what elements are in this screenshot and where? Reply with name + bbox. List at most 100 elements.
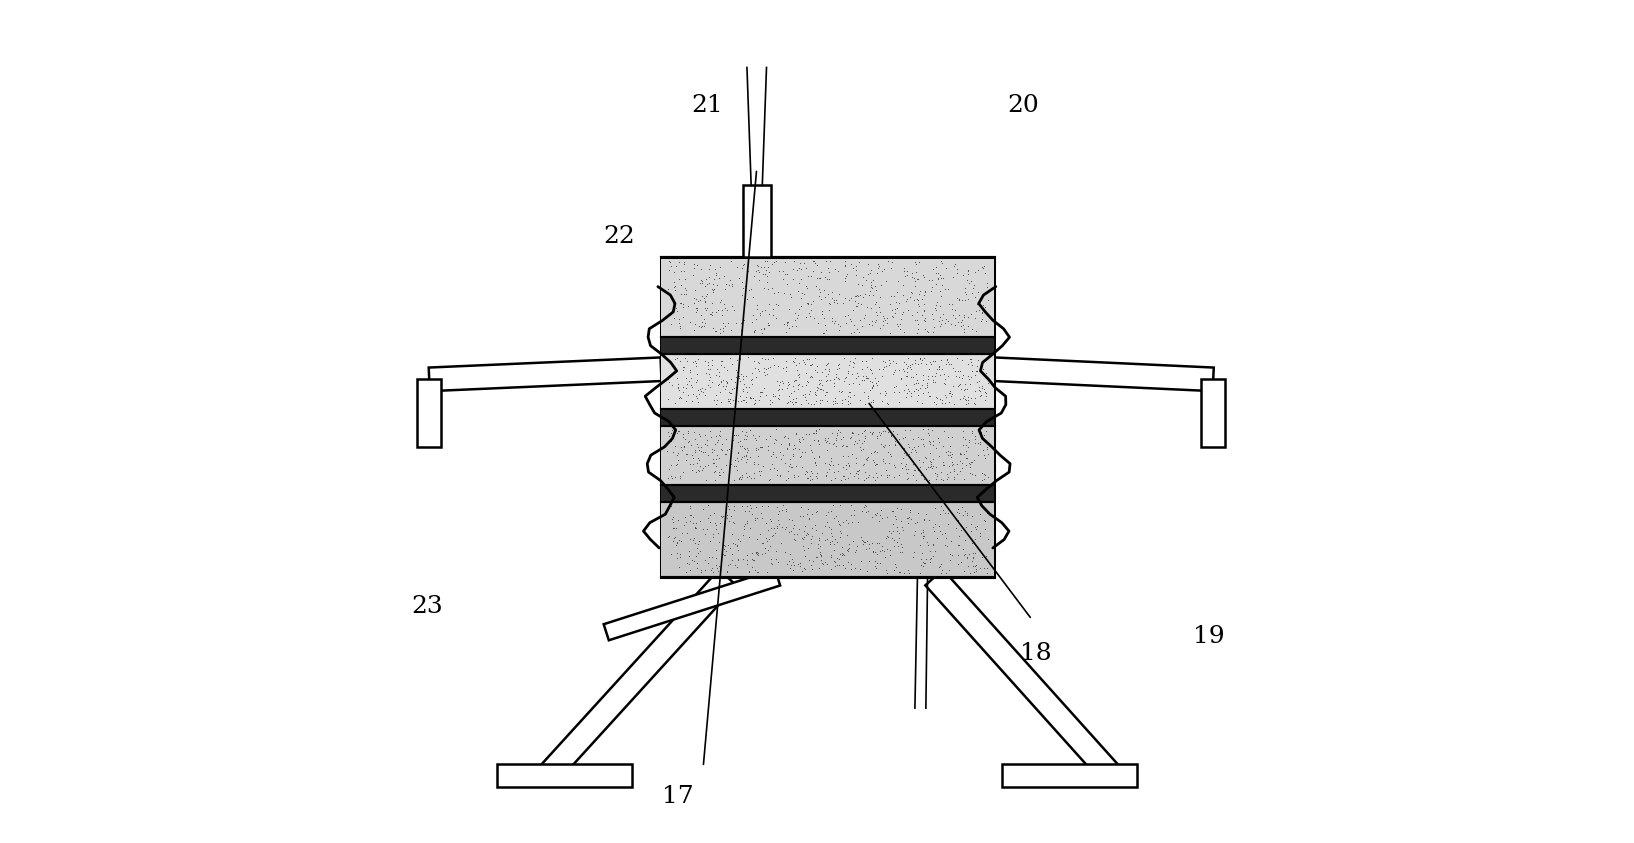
Point	[814, 271, 840, 285]
Point	[956, 435, 982, 448]
Point	[881, 368, 907, 381]
Point	[953, 504, 979, 518]
Point	[946, 539, 972, 552]
Point	[703, 474, 729, 487]
Point	[676, 557, 703, 571]
Point	[673, 287, 699, 301]
Point	[734, 557, 760, 571]
Point	[820, 293, 846, 307]
Point	[725, 435, 752, 448]
Point	[748, 326, 775, 340]
Point	[909, 432, 935, 446]
Point	[745, 232, 771, 245]
Point	[828, 384, 855, 398]
Point	[954, 560, 980, 573]
Point	[676, 458, 703, 471]
Point	[833, 462, 859, 475]
Point	[693, 289, 719, 303]
Point	[961, 545, 987, 559]
Point	[917, 438, 943, 451]
Point	[725, 371, 752, 384]
Point	[953, 287, 979, 301]
Point	[784, 312, 810, 325]
Point	[881, 540, 907, 553]
Point	[951, 383, 977, 396]
Point	[835, 471, 861, 485]
Point	[833, 459, 859, 472]
Point	[971, 261, 997, 275]
Point	[659, 317, 685, 330]
Point	[969, 260, 995, 274]
Point	[969, 389, 995, 402]
Point	[877, 429, 904, 443]
Point	[750, 208, 776, 222]
Point	[748, 223, 775, 237]
Point	[864, 470, 891, 483]
Point	[868, 427, 894, 440]
Point	[946, 379, 972, 393]
Point	[928, 318, 954, 331]
Point	[971, 448, 997, 462]
Point	[680, 464, 706, 477]
Point	[907, 284, 933, 298]
Point	[951, 543, 977, 556]
Point	[727, 435, 753, 448]
Point	[745, 464, 771, 478]
Point	[801, 254, 827, 267]
Point	[944, 364, 971, 378]
Point	[930, 459, 956, 472]
Point	[907, 539, 933, 552]
Point	[953, 286, 979, 299]
Point	[894, 511, 920, 524]
Point	[913, 379, 940, 392]
Point	[882, 434, 909, 448]
Point	[693, 287, 719, 301]
Point	[920, 308, 946, 321]
Point	[863, 458, 889, 471]
Point	[913, 535, 940, 549]
Point	[743, 188, 770, 201]
Point	[864, 536, 891, 550]
Point	[843, 436, 869, 449]
Point	[745, 207, 771, 220]
Point	[743, 547, 770, 561]
Point	[858, 363, 884, 377]
Point	[716, 278, 742, 292]
Point	[796, 513, 822, 526]
Point	[753, 368, 779, 381]
Point	[904, 373, 930, 386]
Point	[663, 426, 690, 439]
Point	[974, 277, 1000, 290]
Point	[745, 208, 771, 222]
Point	[958, 352, 984, 366]
Point	[830, 558, 856, 572]
Point	[824, 558, 850, 572]
Point	[940, 548, 966, 561]
Point	[724, 428, 750, 442]
Point	[750, 260, 776, 274]
Point	[838, 447, 864, 460]
Point	[827, 517, 853, 530]
Point	[801, 397, 827, 411]
Point	[949, 391, 975, 405]
Point	[923, 366, 949, 379]
Point	[801, 518, 827, 532]
Point	[672, 510, 698, 524]
Point	[747, 307, 773, 320]
Point	[832, 255, 858, 268]
Point	[891, 447, 917, 460]
Point	[856, 287, 882, 301]
Point	[935, 517, 961, 530]
Point	[716, 514, 742, 528]
Point	[938, 456, 964, 470]
Point	[936, 395, 962, 409]
Point	[895, 359, 922, 373]
Point	[686, 534, 712, 548]
Point	[951, 564, 977, 577]
Point	[894, 466, 920, 480]
Point	[683, 445, 709, 459]
Point	[670, 298, 696, 311]
Point	[788, 256, 814, 270]
Point	[935, 448, 961, 462]
Point	[936, 298, 962, 311]
